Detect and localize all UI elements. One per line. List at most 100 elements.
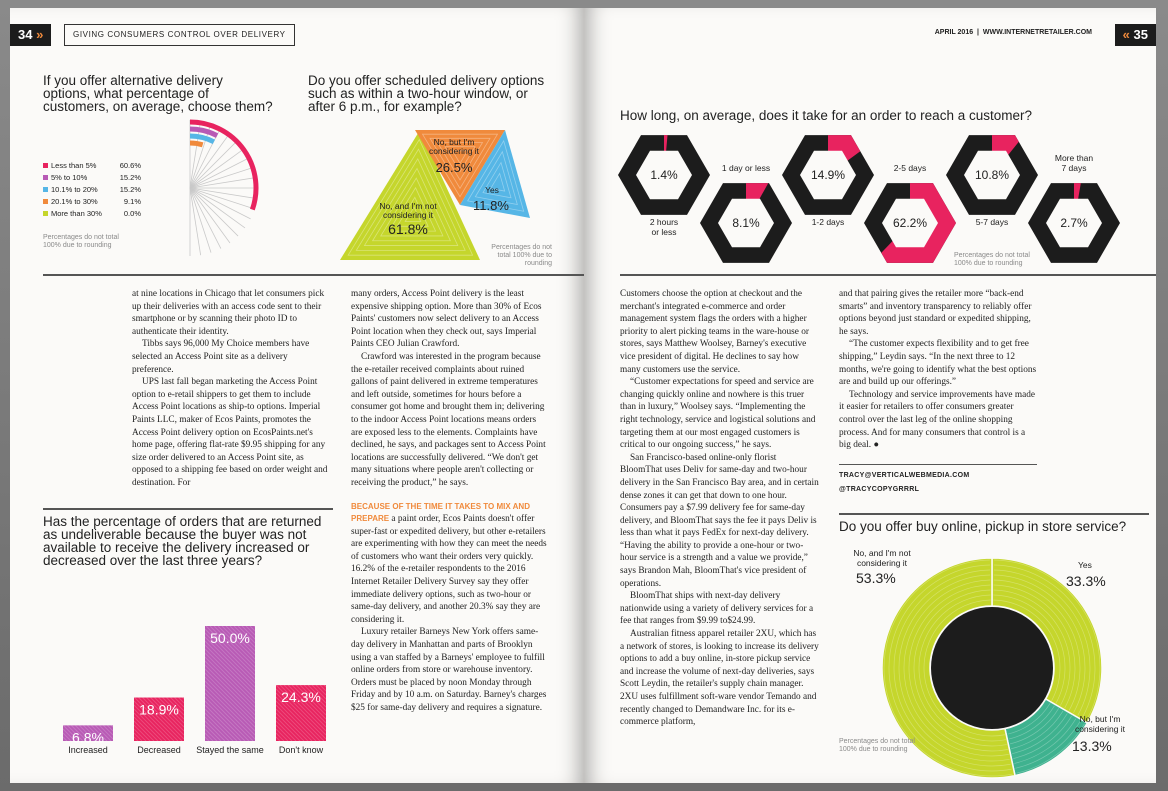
hexagon-inner — [800, 150, 856, 200]
bar-hatch — [99, 725, 114, 740]
bar-hatch — [138, 697, 183, 742]
bar-hatch — [323, 684, 327, 688]
bar-hatch — [275, 728, 289, 742]
paragraph: UPS last fall began marketing the Access… — [132, 377, 328, 488]
paragraph: and that pairing gives the retailer more… — [839, 289, 1032, 337]
header-info: APRIL 2016 | WWW.INTERNETRETAILER.COM — [934, 29, 1092, 36]
hexagon-inner — [1046, 198, 1102, 248]
triangle-segment — [415, 130, 505, 205]
donut-pattern — [1007, 702, 1051, 735]
bar-hatch — [275, 700, 317, 742]
radial-arc — [189, 133, 216, 145]
body-column-2: many orders, Access Point delivery is th… — [351, 288, 548, 715]
hexagon-category-label: 7 days — [1061, 163, 1086, 173]
section-title: GIVING CONSUMERS CONTROL OVER DELIVERY — [64, 24, 295, 46]
donut-slice — [881, 557, 1016, 779]
paragraph: Crawford was interested in the program b… — [351, 351, 546, 488]
bar — [276, 685, 326, 741]
donut-slice — [991, 557, 1103, 725]
bar-hatch — [133, 708, 167, 742]
bar-hatch — [275, 736, 281, 742]
triangle-pattern — [404, 206, 422, 222]
bar-hatch — [217, 625, 256, 664]
donut-hole — [931, 607, 1053, 729]
bar-value-label: 6.8% — [72, 729, 104, 745]
bar-hatch — [204, 676, 256, 728]
radial-ray — [189, 166, 255, 189]
q2-item-considering-value: 26.5% — [435, 160, 473, 175]
triangle-pattern — [421, 133, 499, 198]
bar — [63, 725, 113, 741]
divider — [43, 274, 584, 276]
bar-hatch — [303, 684, 327, 708]
bar-hatch — [174, 697, 185, 708]
bar-hatch — [83, 725, 100, 742]
paragraph: Tibbs says 96,000 My Choice members have… — [132, 339, 310, 375]
paragraph: “Customer expectations for speed and ser… — [620, 377, 816, 451]
bar-hatch — [319, 684, 327, 692]
radial-arc — [189, 126, 219, 138]
bar-hatch — [209, 625, 256, 672]
hexagon-category-label: 5-7 days — [976, 217, 1009, 227]
bar-hatch — [275, 692, 325, 742]
hexagon-value: 1.4% — [650, 168, 678, 182]
bar-hatch — [275, 684, 327, 736]
legend-swatch — [43, 187, 48, 192]
bar-hatch — [204, 668, 256, 720]
bar-hatch — [103, 725, 114, 736]
bar-hatch — [204, 628, 256, 680]
bar-hatch — [62, 728, 76, 742]
legend-item: 10.1% to 20% 15.2% — [43, 184, 141, 196]
bar-hatch — [204, 708, 238, 742]
bar-hatch — [311, 684, 327, 700]
bar-hatch — [204, 724, 222, 742]
triangle-pattern — [396, 196, 429, 227]
q3-bar-chart: 6.8%Increased 18.9% Decreased 50.0% Stayed t… — [62, 625, 327, 755]
bar-hatch — [279, 684, 327, 732]
paragraph: many orders, Access Point delivery is th… — [351, 289, 542, 350]
bar-hatch — [241, 625, 256, 640]
bar-hatch — [133, 736, 139, 742]
bar-hatch — [275, 732, 285, 742]
hexagon-value: 8.1% — [732, 216, 760, 230]
triangle-pattern — [380, 177, 444, 237]
donut-pattern — [993, 589, 1071, 706]
bar-hatch — [133, 720, 155, 742]
donut-pattern — [1012, 713, 1068, 755]
radial-ray — [189, 187, 202, 256]
legend-swatch — [43, 175, 48, 180]
hexagon-category-label: 2-5 days — [894, 163, 927, 173]
hexagon-inner — [964, 150, 1020, 200]
donut-pattern — [993, 579, 1081, 711]
right-page: APRIL 2016 | WWW.INTERNETRETAILER.COM « … — [584, 8, 1156, 783]
body-column-1: at nine locations in Chicago that let co… — [132, 288, 329, 490]
bar-value-label: 18.9% — [139, 702, 179, 718]
bar-hatch — [213, 625, 256, 668]
bar-category-label: Don't know — [279, 745, 324, 755]
bar-hatch — [315, 684, 327, 696]
q2-item-considering-label: No, but I'm considering it — [428, 137, 480, 156]
bar-hatch — [67, 725, 84, 742]
hexagon-category-label: 2 hours — [650, 217, 678, 227]
bar-category-label: Stayed the same — [196, 745, 264, 755]
bar-hatch — [225, 625, 256, 656]
bar-hatch — [133, 712, 163, 742]
hexagon-item: 10.8% 5-7 days — [946, 135, 1038, 227]
bar-hatch — [287, 684, 327, 724]
bar-hatch — [204, 660, 256, 712]
donut-pattern — [918, 594, 1006, 742]
bar-group: 24.3% Don't know — [275, 684, 327, 755]
bar-hatch — [275, 688, 327, 740]
bar-hatch — [291, 684, 327, 720]
bar-hatch — [150, 697, 185, 732]
triangle-pattern — [371, 167, 451, 242]
radial-ray — [189, 176, 258, 189]
author-email: TRACY@VERTICALWEBMEDIA.COM — [839, 472, 970, 479]
bar — [134, 697, 184, 741]
bar-hatch — [204, 716, 230, 742]
q5-title: Do you offer buy online, pickup in store… — [839, 519, 1127, 534]
bar-hatch — [71, 725, 88, 742]
